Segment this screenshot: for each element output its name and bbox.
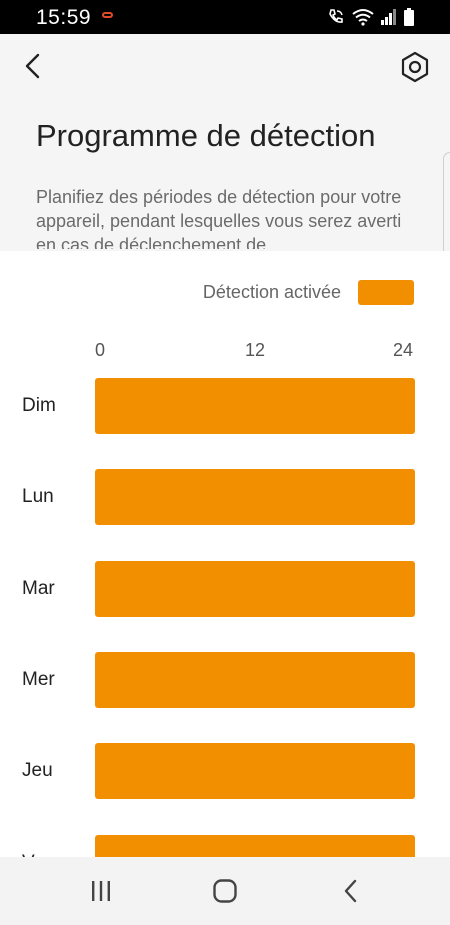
day-track [95, 469, 415, 526]
day-track [95, 378, 415, 434]
day-row-ven[interactable]: Ven [0, 834, 450, 858]
axis-tick-0: 0 [95, 340, 106, 360]
recents-icon [92, 881, 110, 901]
legend: Détection activée [203, 280, 414, 305]
back-chevron-icon [25, 53, 40, 79]
day-label: Mar [22, 577, 55, 599]
axis-tick-12: 12 [244, 340, 266, 360]
day-row-dim[interactable]: Dim [0, 378, 450, 434]
detection-bar [95, 469, 415, 526]
signal-icon [381, 9, 396, 25]
system-nav-bar [0, 857, 450, 925]
day-row-mer[interactable]: Mer [0, 651, 450, 708]
app-header [0, 34, 450, 98]
page-description: Planifiez des périodes de détection pour… [36, 187, 402, 249]
day-row-lun[interactable]: Lun [0, 469, 450, 526]
home-button[interactable] [210, 878, 240, 904]
day-row-jeu[interactable]: Jeu [0, 743, 450, 800]
day-label: Mer [22, 668, 55, 690]
legend-label: Détection activée [202, 282, 341, 302]
nav-back-button[interactable] [336, 878, 366, 904]
detection-bar [95, 743, 415, 800]
wifi-calling-icon [329, 9, 343, 23]
legend-swatch [358, 280, 414, 305]
day-label: Ven [22, 852, 55, 858]
day-label: Dim [22, 395, 56, 416]
home-icon [213, 879, 237, 903]
schedule-card: Détection activée 0 12 24 Dim Lun Mar Mer Jeu Ve… [0, 251, 450, 857]
day-track [95, 560, 415, 617]
day-label: Jeu [22, 760, 53, 782]
status-icons [327, 8, 414, 26]
axis-tick-24: 24 [392, 340, 413, 360]
day-label: Lun [22, 486, 54, 508]
settings-hexagon-icon [401, 51, 429, 83]
day-track [95, 834, 415, 857]
recents-button[interactable] [86, 878, 116, 904]
back-button[interactable] [18, 50, 50, 82]
day-track [95, 743, 415, 800]
notification-icon [102, 12, 113, 18]
day-track [95, 651, 415, 708]
day-row-mar[interactable]: Mar [0, 560, 450, 617]
detection-bar [95, 834, 415, 857]
settings-button[interactable] [398, 50, 432, 84]
detection-bar [95, 378, 415, 434]
detection-bar [95, 560, 415, 617]
detection-bar [95, 651, 415, 708]
battery-icon [404, 8, 414, 26]
page-title: Programme de détection [36, 118, 376, 153]
back-icon [344, 879, 357, 903]
status-time: 15:59 [36, 6, 92, 29]
status-bar: 15:59 [0, 0, 450, 34]
wifi-icon [352, 9, 374, 26]
